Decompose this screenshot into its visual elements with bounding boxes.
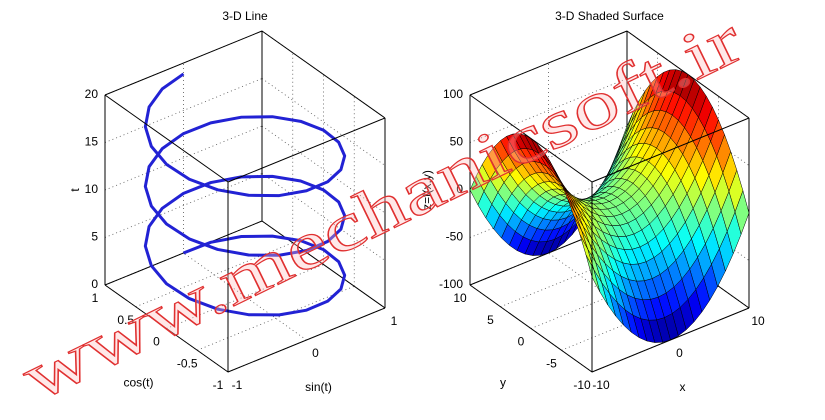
axis-box-edge [104,284,229,373]
x-tick-label: 1 [391,314,398,328]
chart: -101-1-0.500.5105101520sin(t)cos(t)t3-D … [68,9,397,394]
x-tick-label: -1 [232,378,243,392]
y-tick-label: 0 [518,335,525,349]
y-tick-label: 0 [153,335,160,349]
grid-line [500,242,658,308]
y-tick-label: 1 [92,291,99,305]
z-tick-label: 10 [85,182,99,196]
grid-line [135,242,293,308]
x-axis-label: x [680,380,686,394]
x-tick-label: 0 [312,346,319,360]
z-tick-label: -50 [446,230,464,244]
axis-box-edge [104,30,263,96]
axis-box-edge [591,117,750,183]
surface-facet [567,198,582,231]
z-tick-label: 0 [91,277,98,291]
y-tick-label: -5 [546,356,557,370]
axis-box-edge [591,307,750,373]
x-tick-label: -10 [592,378,610,392]
z-tick-label: 5 [91,230,98,244]
z-tick-label: 50 [450,135,464,149]
axis-box-edge [469,94,593,183]
axis-box-edge [104,94,229,183]
y-tick-label: 0.5 [117,313,134,327]
z-tick-label: 20 [85,87,99,101]
helix-line [143,72,347,317]
grid-line [197,285,355,351]
axis-box-edge [227,117,386,183]
z-tick-label: 0 [456,182,463,196]
axis-box-edge [261,220,386,309]
y-tick-label: -1 [213,378,224,392]
grid-line [166,264,324,329]
z-axis-label: z=f(x,y) [420,170,434,210]
y-axis-label: y [500,376,506,390]
surface-facet [716,134,731,174]
z-axis-label: t [68,188,82,192]
y-tick-label: -10 [573,378,591,392]
z-tick-label: 15 [85,135,99,149]
chart: -10010-10-50510-100-50050100xyz=f(x,y)3-… [420,9,765,394]
x-axis-label: sin(t) [305,380,332,394]
y-tick-label: -0.5 [177,356,198,370]
x-tick-label: 0 [676,346,683,360]
grid-line [104,125,263,191]
axis-box-edge [469,284,593,373]
grid-line [104,78,263,143]
z-tick-label: -100 [439,277,463,291]
chart-title: 3-D Shaded Surface [555,9,664,23]
axis-box-edge [469,30,628,96]
chart-title: 3-D Line [222,9,268,23]
x-tick-label: 10 [751,314,765,328]
grid-line [104,173,263,238]
y-tick-label: 10 [453,291,467,305]
y-tick-label: 5 [487,313,494,327]
axis-box-edge [227,307,386,373]
grid-line [469,78,628,143]
y-axis-label: cos(t) [124,376,154,390]
z-tick-label: 100 [443,87,463,101]
axis-box-edge [261,30,386,119]
